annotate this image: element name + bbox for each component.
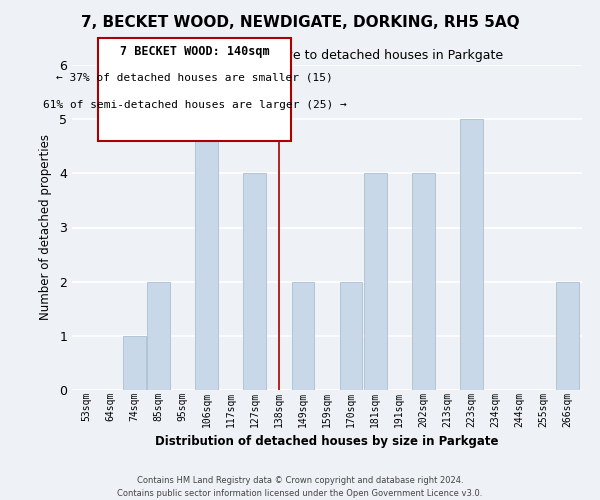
Bar: [460, 119, 483, 390]
Text: 7 BECKET WOOD: 140sqm: 7 BECKET WOOD: 140sqm: [120, 46, 269, 59]
Bar: [147, 282, 170, 390]
Bar: [364, 174, 386, 390]
Bar: [556, 282, 579, 390]
Bar: [244, 174, 266, 390]
Text: 61% of semi-detached houses are larger (25) →: 61% of semi-detached houses are larger (…: [43, 100, 347, 110]
Bar: [412, 174, 434, 390]
Bar: [123, 336, 146, 390]
Bar: [340, 282, 362, 390]
Bar: [195, 119, 218, 390]
Text: 7, BECKET WOOD, NEWDIGATE, DORKING, RH5 5AQ: 7, BECKET WOOD, NEWDIGATE, DORKING, RH5 …: [80, 15, 520, 30]
Text: ← 37% of detached houses are smaller (15): ← 37% of detached houses are smaller (15…: [56, 73, 333, 83]
Title: Size of property relative to detached houses in Parkgate: Size of property relative to detached ho…: [151, 50, 503, 62]
X-axis label: Distribution of detached houses by size in Parkgate: Distribution of detached houses by size …: [155, 435, 499, 448]
Y-axis label: Number of detached properties: Number of detached properties: [39, 134, 52, 320]
Text: Contains HM Land Registry data © Crown copyright and database right 2024.
Contai: Contains HM Land Registry data © Crown c…: [118, 476, 482, 498]
Bar: [292, 282, 314, 390]
